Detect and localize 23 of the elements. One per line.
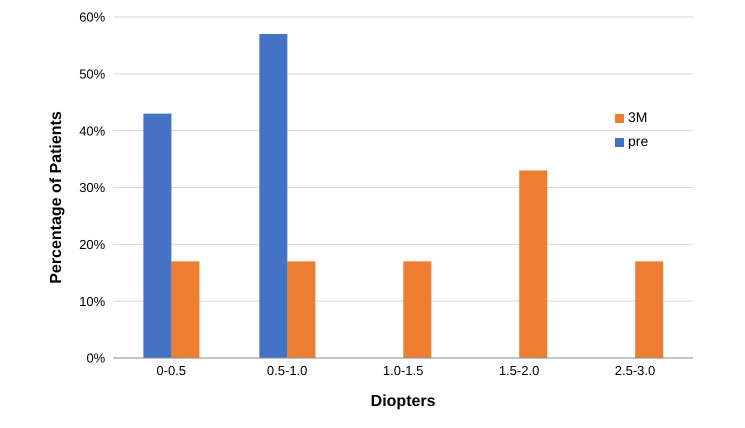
y-tick-label: 60% bbox=[79, 10, 106, 25]
x-tick-label: 2.5-3.0 bbox=[614, 363, 656, 378]
y-tick-label: 50% bbox=[79, 66, 106, 82]
x-tick-label: 0.5-1.0 bbox=[266, 363, 308, 378]
bar bbox=[259, 34, 288, 358]
bar bbox=[635, 261, 664, 358]
bar bbox=[519, 170, 548, 358]
bar bbox=[143, 114, 172, 358]
y-tick-label: 40% bbox=[79, 123, 106, 138]
y-tick-label: 0% bbox=[86, 350, 106, 366]
bar bbox=[171, 261, 200, 358]
x-tick-label: 1.0-1.5 bbox=[382, 363, 424, 378]
y-tick-label: 20% bbox=[79, 236, 106, 252]
bar bbox=[403, 261, 432, 358]
legend-label: 3M bbox=[628, 109, 648, 125]
x-tick-label: 1.5-2.0 bbox=[498, 363, 540, 378]
y-tick-label: 10% bbox=[79, 294, 106, 309]
x-tick-label: 0-0.5 bbox=[156, 363, 186, 378]
bar bbox=[287, 261, 316, 358]
x-axis-title: Diopters bbox=[370, 393, 436, 410]
y-tick-label: 30% bbox=[79, 180, 106, 196]
y-axis-title: Percentage of Patients bbox=[48, 111, 65, 284]
legend-label: pre bbox=[628, 133, 648, 149]
